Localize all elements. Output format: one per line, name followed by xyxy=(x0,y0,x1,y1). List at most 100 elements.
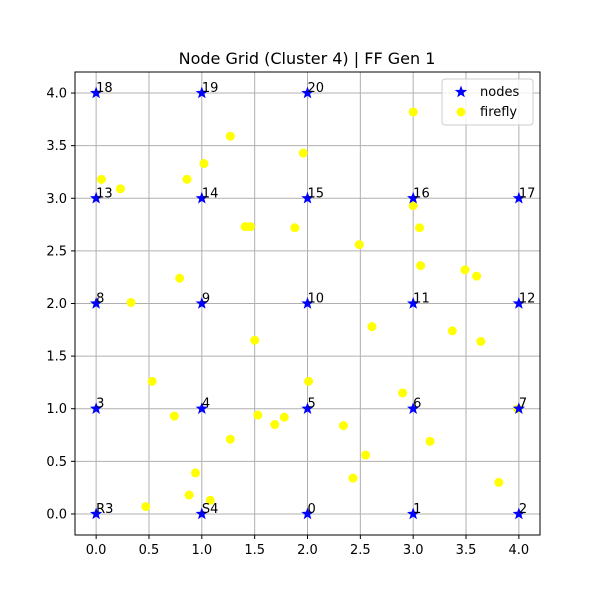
firefly-point xyxy=(253,410,263,420)
x-tick-label: 1.5 xyxy=(244,543,265,558)
firefly-point xyxy=(290,223,300,233)
firefly-point xyxy=(270,420,280,430)
firefly-point xyxy=(184,490,194,500)
nodes-series xyxy=(89,86,526,520)
node-label: 3 xyxy=(96,397,104,412)
node-point xyxy=(407,507,420,520)
firefly-point xyxy=(115,184,125,194)
node-label: 15 xyxy=(308,186,325,201)
node-point xyxy=(195,297,208,309)
node-point xyxy=(512,507,526,520)
x-tick-label: 1.0 xyxy=(191,543,212,558)
firefly-point xyxy=(141,502,151,512)
firefly-point xyxy=(408,201,418,211)
node-point xyxy=(195,507,208,520)
node-label: 8 xyxy=(96,292,104,307)
firefly-point xyxy=(361,450,371,460)
firefly-point xyxy=(225,131,235,141)
node-label: 19 xyxy=(202,81,219,96)
node-point xyxy=(89,297,103,309)
node-label: 20 xyxy=(308,81,325,96)
node-point xyxy=(512,402,526,414)
node-label: 18 xyxy=(96,81,113,96)
node-label: 12 xyxy=(519,292,536,307)
firefly-point xyxy=(175,273,185,283)
firefly-point xyxy=(225,434,235,444)
x-tick-label: 4.0 xyxy=(509,543,530,558)
firefly-point xyxy=(279,412,289,422)
y-tick-label: 3.0 xyxy=(46,192,67,207)
x-tick-label: 3.0 xyxy=(403,543,424,558)
node-label: S4 xyxy=(202,502,219,517)
y-tick-label: 1.0 xyxy=(46,402,67,417)
firefly-point xyxy=(476,336,486,346)
y-tick-label: 0.0 xyxy=(46,507,67,522)
x-tick-label: 2.0 xyxy=(297,543,318,558)
node-point xyxy=(301,297,314,309)
legend: nodes firefly xyxy=(441,78,534,126)
firefly-point xyxy=(205,495,215,505)
firefly-point xyxy=(447,326,457,336)
firefly-point xyxy=(169,411,179,421)
y-tick-label: 2.5 xyxy=(46,244,67,259)
node-label: 13 xyxy=(96,186,113,201)
firefly-point xyxy=(460,265,470,275)
firefly-point xyxy=(354,240,364,250)
node-label: 9 xyxy=(202,292,210,307)
node-label: 5 xyxy=(308,397,316,412)
firefly-point xyxy=(250,335,260,345)
y-tick-label: 0.5 xyxy=(46,455,67,470)
node-label: 10 xyxy=(308,292,325,307)
firefly-point xyxy=(494,477,504,487)
firefly-point xyxy=(298,148,308,158)
firefly-point xyxy=(245,222,255,232)
y-tick-label: 3.5 xyxy=(46,139,67,154)
y-tick-label: 1.5 xyxy=(46,350,67,365)
node-point xyxy=(407,297,420,309)
node-point xyxy=(195,402,208,414)
node-point xyxy=(89,507,103,520)
node-point xyxy=(512,191,526,204)
firefly-point xyxy=(398,388,408,398)
node-point xyxy=(301,191,314,204)
firefly-point xyxy=(126,297,136,307)
node-point xyxy=(89,86,103,99)
firefly-point xyxy=(416,261,426,271)
node-point xyxy=(195,191,208,204)
firefly-point xyxy=(96,174,106,184)
axis-ticks: 0.0 0.5 1.0 1.5 2.0 2.5 3.0 3.5 4.0 0.0 0.5 1.0 1.5 2… xyxy=(46,87,529,558)
node-point xyxy=(512,297,526,309)
x-tick-label: 0.5 xyxy=(139,543,160,558)
y-tick-label: 4.0 xyxy=(46,87,67,102)
firefly-point xyxy=(338,421,348,431)
node-label: 0 xyxy=(308,502,316,517)
firefly-point xyxy=(408,107,418,117)
legend-nodes-label: nodes xyxy=(480,85,519,100)
node-point xyxy=(301,86,314,99)
firefly-point xyxy=(147,376,157,386)
node-point xyxy=(301,402,314,414)
firefly-point xyxy=(199,159,209,169)
legend-nodes-marker xyxy=(454,85,468,98)
firefly-point xyxy=(367,322,377,332)
node-label: 6 xyxy=(413,397,421,412)
firefly-point xyxy=(304,376,314,386)
firefly-point xyxy=(348,473,358,483)
node-label: 4 xyxy=(202,397,210,412)
node-label: 14 xyxy=(202,186,219,201)
firefly-point xyxy=(415,223,425,233)
node-label: 7 xyxy=(519,397,527,412)
node-point xyxy=(407,402,420,414)
y-tick-label: 2.0 xyxy=(46,297,67,312)
firefly-point xyxy=(472,271,482,281)
firefly-point xyxy=(182,174,192,184)
x-tick-label: 3.5 xyxy=(456,543,477,558)
node-label: 1 xyxy=(413,502,421,517)
x-tick-label: 0.0 xyxy=(86,543,107,558)
chart-title: Node Grid (Cluster 4) | FF Gen 1 xyxy=(179,49,436,68)
node-point xyxy=(407,191,420,204)
firefly-series xyxy=(96,107,523,512)
node-label: 17 xyxy=(519,186,536,201)
